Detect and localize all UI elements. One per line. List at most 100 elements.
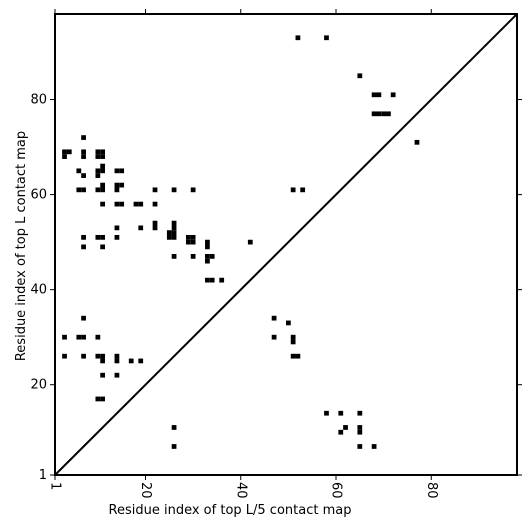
- contact-point-upper: [295, 353, 301, 359]
- contact-point-upper: [119, 182, 125, 188]
- contact-point-upper: [95, 396, 101, 402]
- contact-point-lower: [171, 425, 177, 430]
- contact-point-upper: [114, 372, 120, 378]
- contact-point-upper: [100, 201, 106, 207]
- contact-point-upper: [81, 334, 86, 340]
- x-tick-label: 80: [424, 482, 439, 499]
- contact-point-upper: [166, 230, 172, 235]
- contact-point-lower: [357, 73, 363, 79]
- contact-point-upper: [62, 154, 67, 159]
- contact-point-upper: [205, 254, 210, 259]
- contact-point-upper: [81, 315, 86, 321]
- contact-point-upper: [138, 225, 144, 231]
- contact-point-lower: [338, 429, 344, 435]
- contact-point-upper: [95, 234, 101, 240]
- x-tick-label: 20: [138, 482, 153, 499]
- contact-point-upper: [81, 173, 86, 178]
- contact-point-upper: [76, 168, 82, 174]
- contact-point-upper: [219, 277, 225, 283]
- x-axis-label: Residue index of top L/5 contact map: [109, 503, 352, 518]
- contact-point-upper: [152, 225, 158, 231]
- contact-point-upper: [95, 154, 101, 159]
- contact-point-upper: [81, 187, 86, 193]
- plot-frame: [54, 13, 518, 476]
- x-tick-label: 60: [329, 482, 344, 499]
- contact-point-lower: [371, 111, 377, 117]
- contact-point-upper: [100, 182, 106, 188]
- contact-point-upper: [100, 187, 106, 193]
- contact-point-upper: [100, 168, 106, 174]
- y-axis-label: Residue index of top L contact map: [14, 131, 29, 361]
- contact-point-upper: [190, 254, 196, 259]
- y-tick-label: 60: [30, 188, 47, 203]
- contact-point-lower: [357, 425, 363, 430]
- contact-point-upper: [300, 187, 306, 193]
- diagonal-line: [54, 13, 518, 476]
- contact-points: [62, 35, 420, 449]
- x-tick-label: 40: [233, 482, 248, 499]
- contact-point-upper: [190, 239, 196, 245]
- contact-point-upper: [81, 149, 86, 155]
- contact-point-upper: [271, 334, 277, 340]
- contact-point-lower: [381, 111, 387, 117]
- contact-point-upper: [190, 234, 196, 240]
- contact-point-lower: [376, 92, 382, 98]
- contact-point-upper: [209, 254, 215, 259]
- contact-point-upper: [100, 396, 106, 402]
- contact-point-upper: [100, 244, 106, 250]
- contact-point-upper: [171, 225, 177, 231]
- contact-point-upper: [62, 334, 67, 340]
- contact-point-upper: [247, 239, 253, 245]
- contact-point-upper: [119, 168, 125, 174]
- contact-point-lower: [371, 444, 377, 449]
- contact-point-upper: [152, 187, 158, 193]
- contact-point-upper: [171, 230, 177, 235]
- contact-point-lower: [414, 139, 420, 145]
- contact-point-lower: [338, 410, 344, 416]
- contact-point-lower: [357, 410, 363, 416]
- contact-point-upper: [190, 187, 196, 193]
- contact-point-upper: [114, 187, 120, 193]
- contact-point-upper: [205, 258, 210, 264]
- axis-ticks: 1 20 40 60 80 1 20 40 60 80: [30, 9, 522, 499]
- contact-point-upper: [81, 353, 86, 359]
- contact-point-upper: [95, 187, 101, 193]
- contact-point-upper: [62, 353, 67, 359]
- y-tick-label: 80: [30, 93, 47, 108]
- contact-point-upper: [114, 353, 120, 359]
- contact-point-lower: [324, 410, 329, 416]
- contact-point-upper: [171, 187, 177, 193]
- contact-point-upper: [114, 201, 120, 207]
- contact-point-upper: [128, 358, 134, 364]
- contact-point-upper: [205, 277, 210, 283]
- y-tick-label: 1: [39, 468, 47, 483]
- contact-point-upper: [114, 234, 120, 240]
- contact-point-upper: [209, 277, 215, 283]
- contact-point-lower: [386, 111, 391, 117]
- contact-point-upper: [171, 254, 177, 259]
- contact-point-upper: [290, 187, 296, 193]
- contact-point-upper: [100, 358, 106, 364]
- contact-point-lower: [390, 92, 396, 98]
- contact-point-upper: [133, 201, 139, 207]
- contact-point-upper: [185, 234, 191, 240]
- contact-point-upper: [205, 244, 210, 250]
- contact-point-upper: [100, 234, 106, 240]
- contact-point-upper: [205, 239, 210, 245]
- contact-point-upper: [76, 334, 82, 340]
- contact-point-upper: [152, 220, 158, 226]
- contact-point-upper: [271, 315, 277, 321]
- contact-point-upper: [100, 163, 106, 169]
- contact-point-upper: [166, 234, 172, 240]
- contact-point-upper: [100, 372, 106, 378]
- contact-point-upper: [290, 334, 296, 340]
- contact-point-upper: [95, 168, 101, 174]
- contact-point-upper: [185, 239, 191, 245]
- contact-point-upper: [95, 353, 101, 359]
- contact-point-lower: [324, 35, 329, 41]
- contact-point-upper: [114, 358, 120, 364]
- contact-point-upper: [81, 244, 86, 250]
- contact-point-upper: [171, 234, 177, 240]
- contact-point-upper: [114, 168, 120, 174]
